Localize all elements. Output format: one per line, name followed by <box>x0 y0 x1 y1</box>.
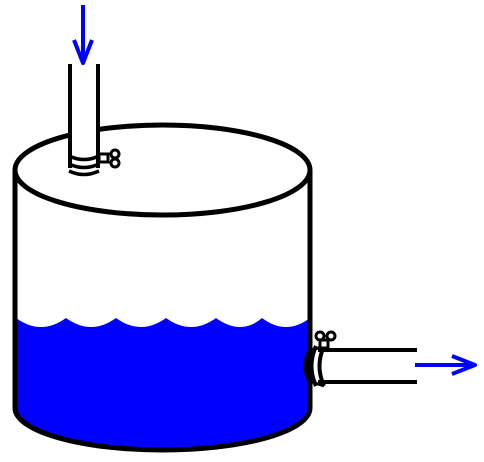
inflow-arrow <box>72 5 94 65</box>
hose-clamp <box>303 330 337 388</box>
water-fill <box>16 318 310 450</box>
hose-clamp <box>68 148 121 177</box>
outlet-pipe <box>318 348 417 384</box>
tank-lid <box>12 122 313 218</box>
inlet-pipe <box>68 64 100 168</box>
outflow-arrow <box>415 354 477 376</box>
tank-bottom <box>12 407 313 453</box>
